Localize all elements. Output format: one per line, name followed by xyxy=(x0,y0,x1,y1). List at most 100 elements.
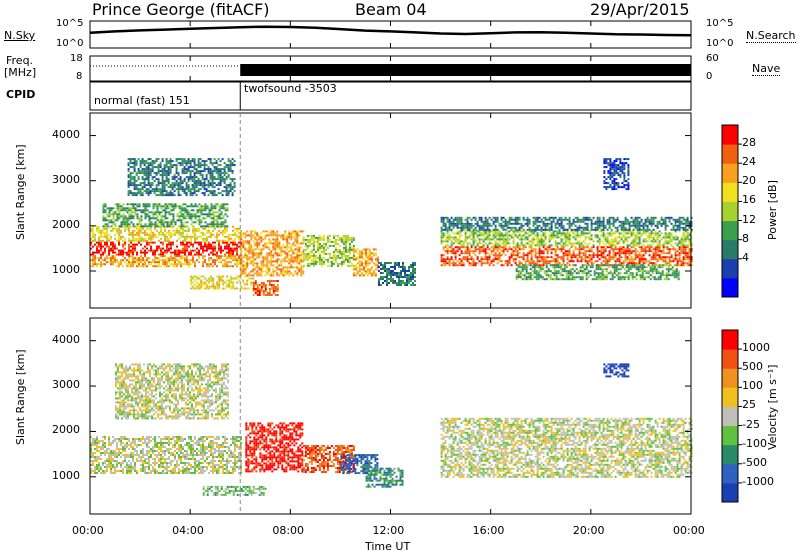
heat-cell-power-cells-1 xyxy=(92,225,94,228)
heat-cell-power-cells-13 xyxy=(536,226,539,229)
heat-cell-power-cells-1 xyxy=(234,237,236,240)
heat-cell-power-cells-9 xyxy=(354,266,357,269)
heat-cell-power-cells-6 xyxy=(282,274,285,277)
heat-cell-power-cells-6 xyxy=(298,230,301,233)
heat-cell-power-cells-10 xyxy=(402,268,404,270)
heat-cell-power-cells-6 xyxy=(302,230,305,233)
heat-cell-power-cells-12 xyxy=(686,230,689,233)
heat-cell-power-cells-4 xyxy=(135,188,138,191)
heat-cell-power-cells-11 xyxy=(508,262,511,265)
heat-cell-power-cells-1 xyxy=(206,235,208,238)
heat-cell-power-cells-3 xyxy=(194,213,197,216)
heat-cell-power-cells-10 xyxy=(400,266,402,268)
heat-cell-power-cells-4 xyxy=(229,186,232,189)
heat-cell-power-cells-4 xyxy=(165,178,168,181)
heat-cell-power-cells-6 xyxy=(258,238,261,241)
heat-cell-power-cells-12 xyxy=(456,240,459,243)
heat-cell-power-cells-6 xyxy=(300,254,303,257)
heat-cell-power-cells-2 xyxy=(110,261,112,264)
heat-cell-power-cells-0 xyxy=(108,249,110,252)
heat-cell-power-cells-1 xyxy=(234,239,236,242)
heat-cell-power-cells-4 xyxy=(177,186,180,189)
heat-cell-power-cells-11 xyxy=(630,252,633,255)
heat-cell-power-cells-12 xyxy=(646,230,649,233)
heat-cell-power-cells-12 xyxy=(608,240,611,243)
heat-cell-power-cells-10 xyxy=(392,272,394,274)
heat-cell-power-cells-3 xyxy=(118,211,121,214)
heat-cell-power-cells-12 xyxy=(568,236,571,239)
heat-cell-power-cells-1 xyxy=(178,233,180,236)
heat-cell-power-cells-9 xyxy=(364,262,367,265)
heat-cell-power-cells-13 xyxy=(462,228,465,231)
heat-cell-power-cells-12 xyxy=(674,230,677,233)
heat-cell-power-cells-12 xyxy=(520,234,523,237)
heat-cell-power-cells-13 xyxy=(464,222,467,225)
heat-cell-power-cells-6 xyxy=(296,242,299,245)
heat-cell-power-cells-4 xyxy=(173,194,176,197)
heat-cell-power-cells-12 xyxy=(500,242,503,245)
heat-cell-power-cells-12 xyxy=(622,230,625,233)
heat-cell-power-cells-2 xyxy=(132,255,134,258)
heat-cell-power-cells-4 xyxy=(215,166,218,169)
heat-cell-power-cells-11 xyxy=(642,256,645,259)
heat-cell-power-cells-0 xyxy=(184,253,186,256)
heat-cell-power-cells-13 xyxy=(528,218,531,221)
heat-cell-power-cells-12 xyxy=(564,236,567,239)
heat-cell-power-cells-13 xyxy=(540,226,543,229)
heat-cell-power-cells-0 xyxy=(214,249,216,252)
heat-cell-power-cells-10 xyxy=(404,266,406,268)
heat-cell-power-cells-11 xyxy=(494,252,497,255)
heat-cell-power-cells-12 xyxy=(600,230,603,233)
heat-cell-power-cells-12 xyxy=(670,238,673,241)
heat-cell-power-cells-11 xyxy=(512,260,515,263)
heat-cell-power-cells-6 xyxy=(266,256,269,259)
heat-cell-power-cells-13 xyxy=(458,218,461,221)
heat-cell-power-cells-11 xyxy=(626,250,629,253)
heat-cell-power-cells-4 xyxy=(147,192,150,195)
heat-cell-power-cells-6 xyxy=(270,274,273,277)
heat-cell-power-cells-11 xyxy=(518,262,521,265)
heat-cell-power-cells-11 xyxy=(478,252,481,255)
heat-cell-power-cells-4 xyxy=(159,166,162,169)
heat-cell-power-cells-12 xyxy=(440,240,443,243)
heat-cell-power-cells-8 xyxy=(338,250,341,253)
heat-cell-power-cells-11 xyxy=(602,256,605,259)
heat-cell-power-cells-6 xyxy=(300,260,303,263)
heat-cell-power-cells-11 xyxy=(546,260,549,263)
heat-cell-power-cells-8 xyxy=(316,246,319,249)
heat-cell-power-cells-4 xyxy=(169,192,172,195)
heat-cell-power-cells-2 xyxy=(208,257,210,260)
heat-cell-power-cells-13 xyxy=(574,220,577,223)
heat-cell-power-cells-12 xyxy=(656,244,659,247)
heat-cell-power-cells-12 xyxy=(442,232,445,235)
heat-cell-power-cells-2 xyxy=(124,257,126,260)
heat-cell-power-cells-8 xyxy=(348,256,351,259)
heat-cell-power-cells-0 xyxy=(138,241,140,244)
heat-cell-power-cells-2 xyxy=(112,263,114,266)
heat-cell-power-cells-8 xyxy=(346,254,349,257)
heat-cell-power-cells-11 xyxy=(526,254,529,257)
heat-cell-power-cells-12 xyxy=(636,236,639,239)
heat-cell-power-cells-12 xyxy=(464,232,467,235)
heat-cell-power-cells-13 xyxy=(466,228,469,231)
heat-cell-power-cells-11 xyxy=(562,256,565,259)
heat-cell-power-cells-11 xyxy=(682,248,685,251)
heat-cell-power-cells-10 xyxy=(380,268,382,270)
heat-cell-power-cells-0 xyxy=(116,247,118,250)
heat-cell-power-cells-2 xyxy=(220,257,222,260)
heat-cell-power-cells-10 xyxy=(414,268,416,270)
heat-cell-power-cells-2 xyxy=(194,265,196,268)
heat-cell-power-cells-11 xyxy=(662,250,665,253)
heat-cell-power-cells-7 xyxy=(266,292,269,294)
heat-cell-power-cells-0 xyxy=(196,241,198,244)
heat-cell-power-cells-0 xyxy=(170,251,172,254)
heat-cell-power-cells-1 xyxy=(230,233,232,236)
heat-cell-power-cells-4 xyxy=(141,186,144,189)
heat-cell-power-cells-11 xyxy=(566,254,569,257)
heat-cell-power-cells-0 xyxy=(194,241,196,244)
heat-cell-power-cells-0 xyxy=(172,251,174,254)
heat-cell-power-cells-12 xyxy=(502,234,505,237)
heat-cell-power-cells-5 xyxy=(220,275,223,278)
heat-cell-power-cells-11 xyxy=(510,254,513,257)
heat-cell-power-cells-12 xyxy=(464,230,467,233)
